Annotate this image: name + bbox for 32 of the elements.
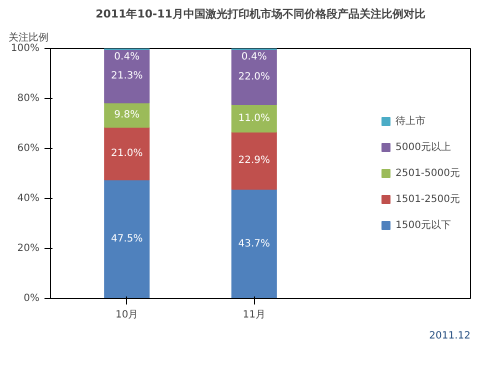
data-label: 47.5% — [110, 234, 143, 245]
legend-label: 5000元以上 — [395, 140, 451, 154]
x-tick-label: 11月 — [242, 310, 266, 320]
y-tick-label: 40% — [17, 193, 40, 204]
y-tick-label: 0% — [24, 293, 40, 304]
y-tick-label: 80% — [17, 93, 40, 104]
chart-title: 2011年10-11月中国激光打印机市场不同价格段产品关注比例对比 — [96, 8, 426, 20]
data-label: 9.8% — [114, 110, 140, 120]
legend-label: 待上市 — [395, 114, 426, 128]
text: 2011.12 — [429, 330, 471, 342]
bar — [104, 126, 150, 180]
data-label: 0.4% — [114, 52, 140, 62]
data-label: 21.0% — [110, 148, 143, 159]
data-label: 21.3% — [110, 70, 143, 82]
bar — [231, 49, 277, 105]
data-label: 22.0% — [238, 72, 270, 82]
legend-label: 1500元以下 — [395, 218, 451, 232]
bar — [104, 49, 150, 104]
data-label: 11.0% — [238, 112, 270, 124]
y-tick-label: 60% — [17, 143, 40, 154]
y-axis-title: 关注比例 — [8, 32, 48, 44]
bar — [104, 179, 150, 298]
y-tick-label: 100% — [10, 43, 40, 54]
bar — [231, 132, 277, 190]
y-tick-label: 20% — [17, 243, 40, 254]
data-label: 0.4% — [241, 52, 267, 62]
legend-label: 2501-5000元 — [395, 167, 460, 180]
data-label: 22.9% — [238, 155, 270, 166]
data-label: 43.7% — [238, 238, 270, 250]
legend-label: 1501-2500元 — [395, 193, 460, 206]
bar — [231, 188, 277, 298]
x-tick-label: 10月 — [116, 310, 138, 320]
